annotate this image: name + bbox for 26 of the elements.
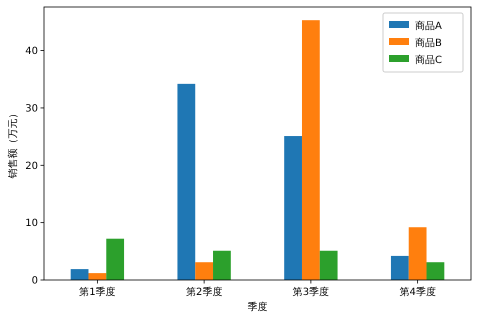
y-tick-label: 30: [25, 103, 38, 114]
y-axis-title: 销售额（万元）: [7, 108, 19, 180]
bar: [408, 227, 427, 280]
x-tick-label: 第3季度: [292, 286, 330, 298]
legend-label: 商品C: [415, 54, 442, 66]
y-tick-label: 20: [25, 160, 38, 172]
bar: [177, 84, 196, 280]
legend-label: 商品A: [415, 20, 442, 32]
bar: [284, 136, 302, 280]
bar: [320, 250, 338, 280]
y-tick-label: 0: [32, 276, 38, 286]
bar: [106, 238, 124, 280]
x-tick-label: 第4季度: [399, 286, 436, 298]
y-tick-label: 10: [25, 218, 38, 230]
x-tick-label: 第2季度: [186, 286, 222, 298]
bar: [426, 262, 444, 280]
bar: [302, 20, 320, 280]
bar: [213, 250, 231, 280]
bar: [88, 273, 106, 280]
legend-label: 商品B: [415, 37, 442, 49]
bar: [390, 256, 409, 280]
bar: [195, 262, 214, 280]
x-tick-label: 第1季度: [79, 286, 116, 298]
bar: [70, 269, 88, 280]
x-axis-title: 季度: [248, 301, 268, 313]
y-tick-label: 40: [25, 46, 38, 58]
